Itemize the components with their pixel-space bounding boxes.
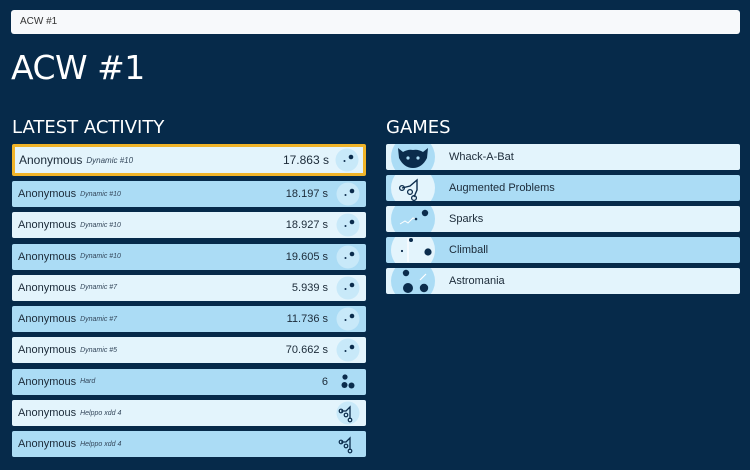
activity-score: 11.736 s (286, 313, 328, 326)
activity-row[interactable]: Anonymous Helppo xdd 4 (12, 431, 366, 458)
activity-row[interactable]: Anonymous Dynamic #7 5.939 s (12, 274, 366, 301)
activity-player-name: Anonymous (18, 375, 77, 388)
activity-row[interactable]: Anonymous Dynamic #7 11.736 s (12, 306, 366, 333)
activity-player-name: Anonymous (18, 250, 77, 263)
activity-row[interactable]: Anonymous Dynamic #10 18.197 s (12, 181, 366, 207)
sparks-icon (336, 307, 360, 331)
activity-row[interactable]: Anonymous Dynamic #5 70.662 s (12, 337, 366, 364)
activity-score: 6 (321, 375, 328, 388)
game-item-whack-a-bat[interactable]: Whack-A-Bat (386, 144, 740, 170)
activity-level: Dynamic #7 (80, 284, 118, 292)
augmented-problems-icon (391, 175, 435, 201)
activity-score: 19.605 s (285, 250, 328, 263)
sparks-icon (336, 213, 360, 237)
bat-icon (391, 144, 435, 170)
game-name: Sparks (449, 213, 484, 225)
sparks-icon (336, 276, 360, 300)
game-name: Whack-A-Bat (449, 151, 514, 163)
activity-row[interactable]: Anonymous Dynamic #10 18.927 s (12, 212, 366, 239)
activity-level: Helppo xdd 4 (80, 440, 122, 448)
activity-score: 70.662 s (285, 344, 328, 357)
astromania-icon (341, 374, 355, 389)
augmented-problems-icon (338, 436, 353, 454)
activity-row[interactable]: Anonymous Hard 6 (12, 368, 366, 395)
sparks-icon (335, 148, 359, 172)
activity-level: Dynamic #5 (80, 346, 118, 354)
activity-level: Dynamic #10 (86, 155, 134, 165)
activity-player-name: Anonymous (18, 219, 77, 232)
activity-player-name: Anonymous (18, 313, 77, 326)
game-item-climball[interactable]: Climball (386, 237, 740, 263)
activity-row[interactable]: Anonymous Dynamic #10 17.863 s (12, 144, 366, 176)
activity-score: 18.197 s (285, 188, 328, 200)
activity-level: Dynamic #10 (80, 221, 121, 229)
activity-score: 18.927 s (285, 219, 328, 232)
game-name: Augmented Problems (449, 182, 555, 194)
sparks-icon (391, 206, 435, 232)
climball-icon (391, 237, 435, 263)
game-name: Climball (449, 244, 489, 256)
activity-player-name: Anonymous (18, 188, 77, 200)
activity-level: Dynamic #10 (80, 253, 121, 261)
game-item-astromania[interactable]: Astromania (386, 268, 740, 294)
games-list: Whack-A-Bat Augmented Problems Sparks Cl… (386, 144, 740, 299)
activity-player-name: Anonymous (18, 344, 77, 357)
sparks-icon (336, 182, 360, 206)
activity-level: Helppo xdd 4 (80, 409, 122, 417)
activity-player-name: Anonymous (19, 153, 83, 167)
activity-row[interactable]: Anonymous Dynamic #10 19.605 s (12, 243, 366, 270)
activity-player-name: Anonymous (18, 407, 77, 420)
game-name: Astromania (449, 275, 505, 287)
activity-score: 17.863 s (282, 153, 329, 167)
activity-level: Dynamic #10 (80, 190, 121, 198)
sparks-icon (336, 245, 360, 269)
activity-row[interactable]: Anonymous Helppo xdd 4 (12, 400, 366, 427)
latest-activity-heading: LATEST ACTIVITY (12, 117, 165, 138)
activity-player-name: Anonymous (18, 438, 77, 451)
game-item-augmented-problems[interactable]: Augmented Problems (386, 175, 740, 201)
activity-player-name: Anonymous (18, 281, 77, 294)
activity-score: 5.939 s (291, 281, 328, 294)
activity-level: Hard (80, 378, 96, 386)
game-item-sparks[interactable]: Sparks (386, 206, 740, 232)
activity-level: Dynamic #7 (80, 315, 118, 323)
page-title: ACW #1 (11, 48, 145, 87)
augmented-problems-icon (336, 401, 360, 425)
breadcrumb[interactable]: ACW #1 (11, 10, 740, 34)
games-heading: GAMES (386, 117, 451, 138)
activity-list: Anonymous Dynamic #10 17.863 s Anonymous… (12, 144, 366, 463)
astromania-icon (391, 268, 435, 294)
sparks-icon (336, 338, 360, 362)
